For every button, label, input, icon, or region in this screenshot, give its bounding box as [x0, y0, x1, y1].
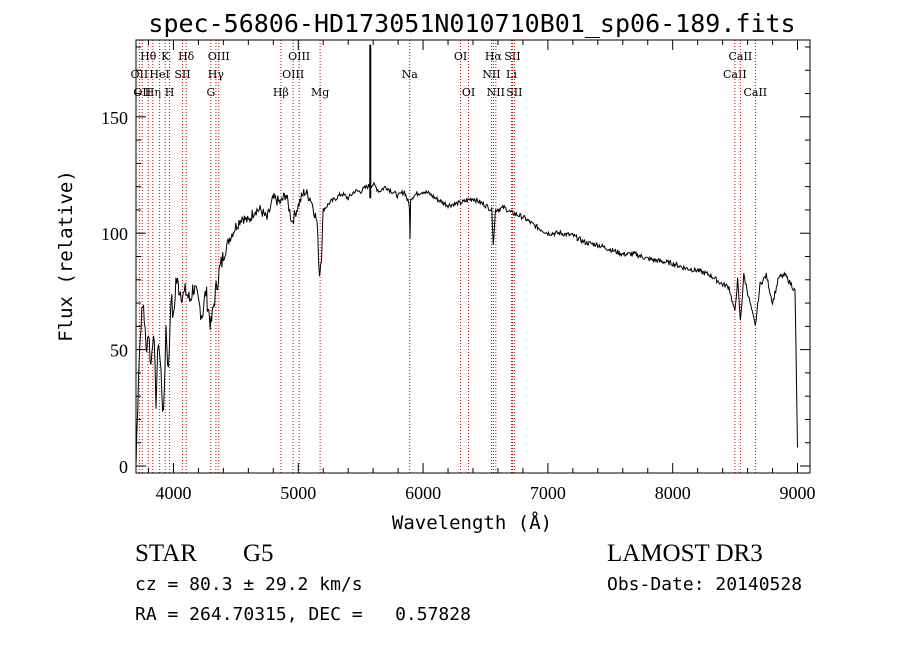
line-label-16: Na: [402, 68, 419, 81]
object-subclass: G5: [243, 540, 274, 567]
line-label-19: NII: [482, 68, 500, 81]
line-label-18: OI: [462, 86, 475, 99]
line-label-11: OIII: [208, 50, 230, 63]
spectral-lines-layer: OII OII Hθ Hη HeI K H SII Hδ G Hγ OIII Hβ OIII OIII Mg N…: [131, 40, 767, 473]
line-label-21: NII: [487, 86, 505, 99]
line-label-27: CaII: [743, 86, 767, 99]
x-tick-label-2: 6000: [405, 483, 441, 503]
x-tick-label-3: 7000: [530, 483, 566, 503]
survey-name: LAMOST DR3: [607, 540, 763, 567]
axis-ticks-layer: 4000 5000 6000 7000 8000 9000 0 50 100 150: [101, 40, 816, 503]
line-label-26: CaII: [729, 50, 753, 63]
x-tick-label-5: 9000: [780, 483, 816, 503]
line-label-22: Li: [506, 68, 517, 81]
line-label-9: G: [206, 86, 215, 99]
line-label-15: Mg: [311, 86, 329, 99]
x-axis-label: Wavelength (Å): [392, 511, 552, 534]
line-label-10: Hγ: [208, 68, 225, 81]
y-axis-label: Flux (relative): [55, 170, 77, 342]
line-label-6: H: [165, 86, 175, 99]
line-label-3: Hη: [145, 86, 161, 99]
y-tick-label-1: 50: [110, 341, 128, 361]
object-class: STAR: [135, 540, 197, 567]
line-label-13: OIII: [282, 68, 304, 81]
line-label-5: K: [161, 50, 170, 63]
line-label-23: SII: [504, 50, 520, 63]
coordinates: RA = 264.70315, DEC = 0.57828: [135, 604, 471, 625]
line-label-2: Hθ: [140, 50, 157, 63]
y-tick-label-3: 150: [101, 108, 128, 128]
x-tick-label-1: 5000: [280, 483, 316, 503]
x-tick-label-4: 8000: [655, 483, 691, 503]
redshift-velocity: cz = 80.3 ± 29.2 km/s: [135, 574, 363, 595]
line-label-14: OIII: [288, 50, 310, 63]
y-tick-label-2: 100: [101, 224, 128, 244]
plot-frame: [135, 39, 811, 474]
x-tick-label-0: 4000: [155, 483, 191, 503]
line-label-8: Hδ: [178, 50, 195, 63]
line-label-7: SII: [174, 68, 190, 81]
line-label-12: Hβ: [273, 86, 289, 99]
line-label-17: OI: [454, 50, 467, 63]
y-tick-label-0: 0: [119, 457, 128, 477]
line-label-25: CaII: [723, 68, 747, 81]
spectrum-line: [135, 181, 798, 467]
spectrum-layer: [135, 44, 798, 467]
chart-title: spec-56806-HD173051N010710B01_sp06-189.f…: [148, 9, 795, 38]
line-label-4: HeI: [149, 68, 169, 81]
line-label-20: Hα: [485, 50, 503, 63]
line-label-24: SII: [506, 86, 522, 99]
line-label-0: OII: [131, 68, 149, 81]
obs-date: Obs-Date: 20140528: [607, 574, 803, 595]
line-label-1: OII: [133, 86, 151, 99]
